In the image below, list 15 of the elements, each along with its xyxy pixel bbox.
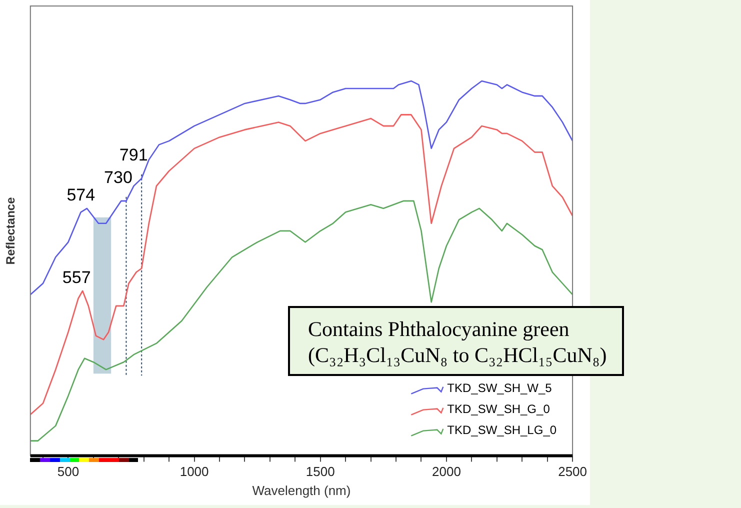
x-tick-label: 1000 [180,464,209,480]
x-tick-label: 500 [57,464,80,480]
annotation: 557 [62,268,91,288]
x-axis-title: Wavelength (nm) [252,482,351,498]
x-tick-label: 2000 [432,464,461,480]
x-tick-label: 2500 [558,464,587,480]
x-tick-label: 1500 [306,464,335,480]
ref-line-label: 791 [119,146,148,165]
y-axis-title: Reflectance [4,196,18,265]
annotation: Contains Phthalocyanine green (C₃₂H₃Cl₁₃CuN₈ to C₃₂HCl₁₅CuN₈) [288,306,624,376]
annotation: 574 [66,186,96,205]
ref-line-label: 730 [104,168,132,188]
legend-label: TKD_SW_SH_G_0 [447,402,550,416]
legend-label: TKD_SW_SH_W_5 [447,381,552,396]
legend-label: TKD_SW_SH_LG_0 [447,423,557,438]
